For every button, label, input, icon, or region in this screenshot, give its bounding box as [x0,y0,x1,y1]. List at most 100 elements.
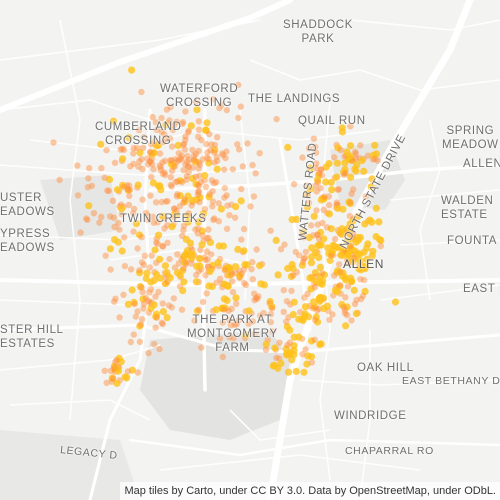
map-point [171,205,178,213]
map-point [219,319,226,326]
map-point [253,246,260,253]
map-point [149,213,157,220]
map-point [329,311,336,318]
map-point [234,141,241,148]
map-point [169,126,177,134]
map-point [341,306,349,314]
map-point [201,205,209,213]
map-point [219,242,227,250]
map-point [249,276,256,283]
map-point [139,288,146,296]
map-point [371,155,379,162]
map-point [202,272,209,279]
map-point [303,203,311,211]
map-point [173,193,181,200]
map-point [303,190,311,198]
map-point [315,169,323,177]
map-point [106,245,114,253]
map-point [127,163,134,170]
map-point [151,246,159,254]
map-point [325,193,332,200]
map-point [143,269,151,277]
map-point [267,311,275,318]
map-point [162,198,170,205]
map-point [357,142,364,149]
map-point [111,298,118,305]
map-point [326,256,334,264]
map-point [130,228,137,235]
map-point [290,272,297,279]
map-point [114,238,122,246]
map-point [242,281,249,289]
map-point [202,256,209,264]
map-point [312,313,320,321]
map-point [182,161,189,168]
map-point [164,239,171,246]
label-east-main: EAST MA [463,283,500,295]
map-point [307,353,316,361]
map-point [167,181,175,189]
map-point [363,255,371,263]
map-point [179,119,187,126]
map-point [146,264,153,271]
label-custer-meadows: USTER EADOWS [0,192,55,218]
map-point [136,338,144,346]
map-point [185,163,192,170]
map-point [229,166,236,173]
map-point [332,235,339,243]
map-point [189,164,197,171]
map-point [359,292,367,300]
map-point [280,308,287,316]
map-point [56,176,63,184]
map-point [195,159,202,166]
map-point [162,121,170,129]
map-point [168,167,176,174]
map-attribution[interactable]: Map tiles by Carto, under CC BY 3.0. Dat… [120,482,500,500]
map-point [116,314,123,321]
map-point [199,156,206,163]
map-point [172,156,179,163]
map-point [112,358,119,366]
map-point [101,174,108,181]
map-point [255,293,262,300]
map-point [326,201,333,209]
map-point [299,228,307,236]
label-cypress-meadows: YPRESS EADOWS [0,228,55,254]
map-point [231,214,239,221]
map-point [324,244,332,252]
map-point [299,258,307,265]
map-point [176,271,184,279]
map-point [203,119,211,127]
map-point [356,250,364,258]
map-point [221,184,228,192]
map-point [210,96,217,103]
map-point [352,310,360,318]
map-point [150,301,158,309]
map-point [305,234,313,242]
map-point [163,268,171,277]
map-point [348,235,356,243]
map-point [126,186,134,194]
map-point [90,210,98,217]
map-point [344,283,352,290]
map-point [307,337,316,345]
map-point [270,361,278,369]
highway [266,0,474,500]
map-point [173,158,180,166]
map-point [300,255,307,263]
map-point [138,155,145,163]
map-point [117,146,124,153]
map-point [84,216,91,224]
map-point [184,163,192,170]
map-point [138,284,145,291]
map-point [219,150,226,157]
map-point [277,246,285,253]
map-point [184,192,192,200]
map-point [185,127,192,135]
map-point [196,194,204,202]
map-point [348,190,355,197]
map-point [180,141,187,148]
map-point [130,205,138,213]
map-point [209,203,216,210]
